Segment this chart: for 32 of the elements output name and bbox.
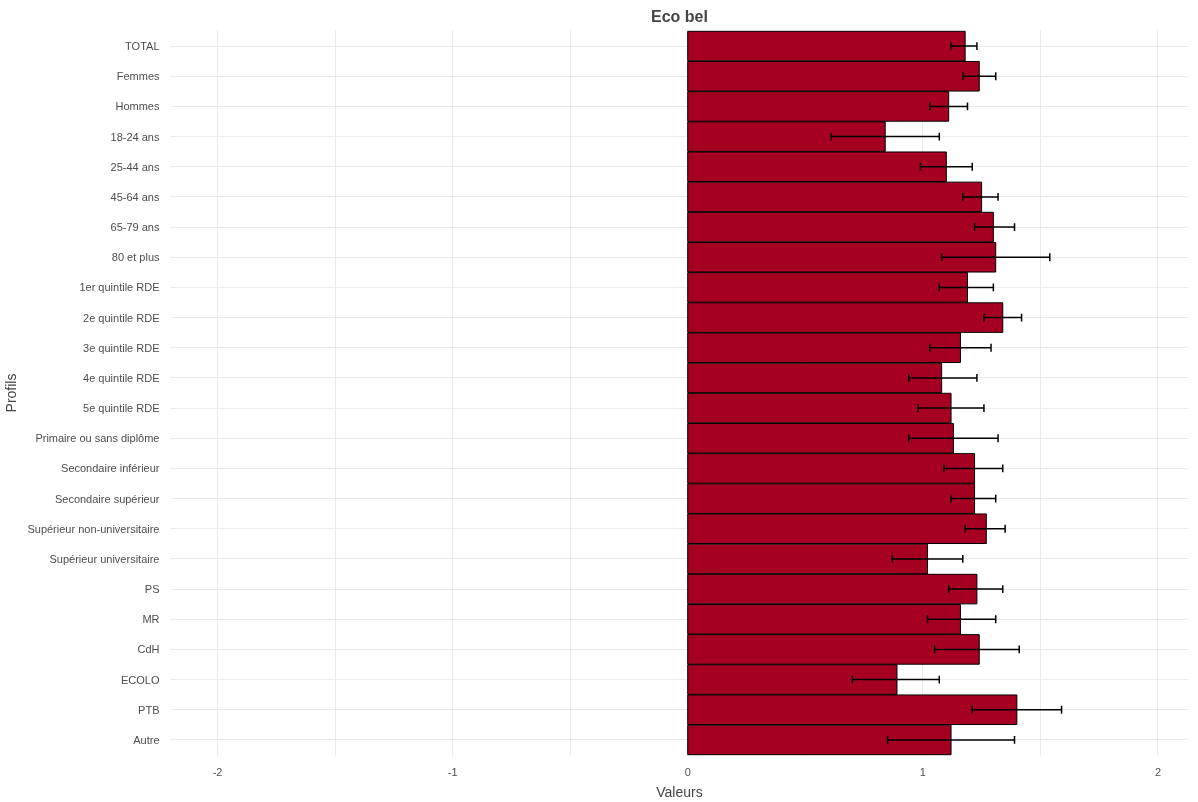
y-tick-label: TOTAL [125, 40, 160, 53]
y-tick-label: Supérieur universitaire [49, 552, 160, 565]
x-tick-label: -1 [447, 765, 458, 778]
y-tick-label: Hommes [115, 100, 160, 113]
y-tick-label: Autre [133, 733, 160, 746]
y-tick-label: PS [144, 583, 160, 596]
y-tick-label: 4e quintile RDE [83, 371, 160, 384]
y-tick-label: Femmes [116, 70, 160, 83]
x-tick-label: 1 [919, 765, 926, 778]
y-tick-label: CdH [137, 643, 160, 656]
y-tick-label: ECOLO [120, 673, 160, 686]
y-tick-label: Secondaire supérieur [54, 492, 160, 505]
y-tick-label: 2e quintile RDE [83, 311, 160, 324]
x-tick-label: 0 [684, 765, 691, 778]
y-tick-label: 1er quintile RDE [79, 281, 160, 294]
y-tick-label: 3e quintile RDE [83, 341, 160, 354]
y-axis-title: Profils [3, 373, 20, 413]
y-tick-label: PTB [138, 703, 160, 716]
y-tick-label: MR [142, 613, 160, 626]
x-tick-label: 2 [1154, 765, 1161, 778]
y-tick-label: 65-79 ans [110, 221, 160, 234]
x-axis-title: Valeurs [656, 783, 703, 800]
y-tick-label: 25-44 ans [110, 160, 160, 173]
x-tick-label: -2 [212, 765, 223, 778]
y-tick-label: Primaire ou sans diplôme [35, 432, 160, 445]
chart-title: Eco bel [651, 7, 708, 25]
y-tick-label: 45-64 ans [110, 190, 160, 203]
y-tick-label: Supérieur non-universitaire [27, 522, 160, 535]
y-tick-label: 80 et plus [111, 251, 160, 264]
y-tick-label: 5e quintile RDE [83, 402, 160, 415]
y-tick-label: Secondaire inférieur [61, 462, 160, 475]
y-tick-label: 18-24 ans [110, 130, 160, 143]
